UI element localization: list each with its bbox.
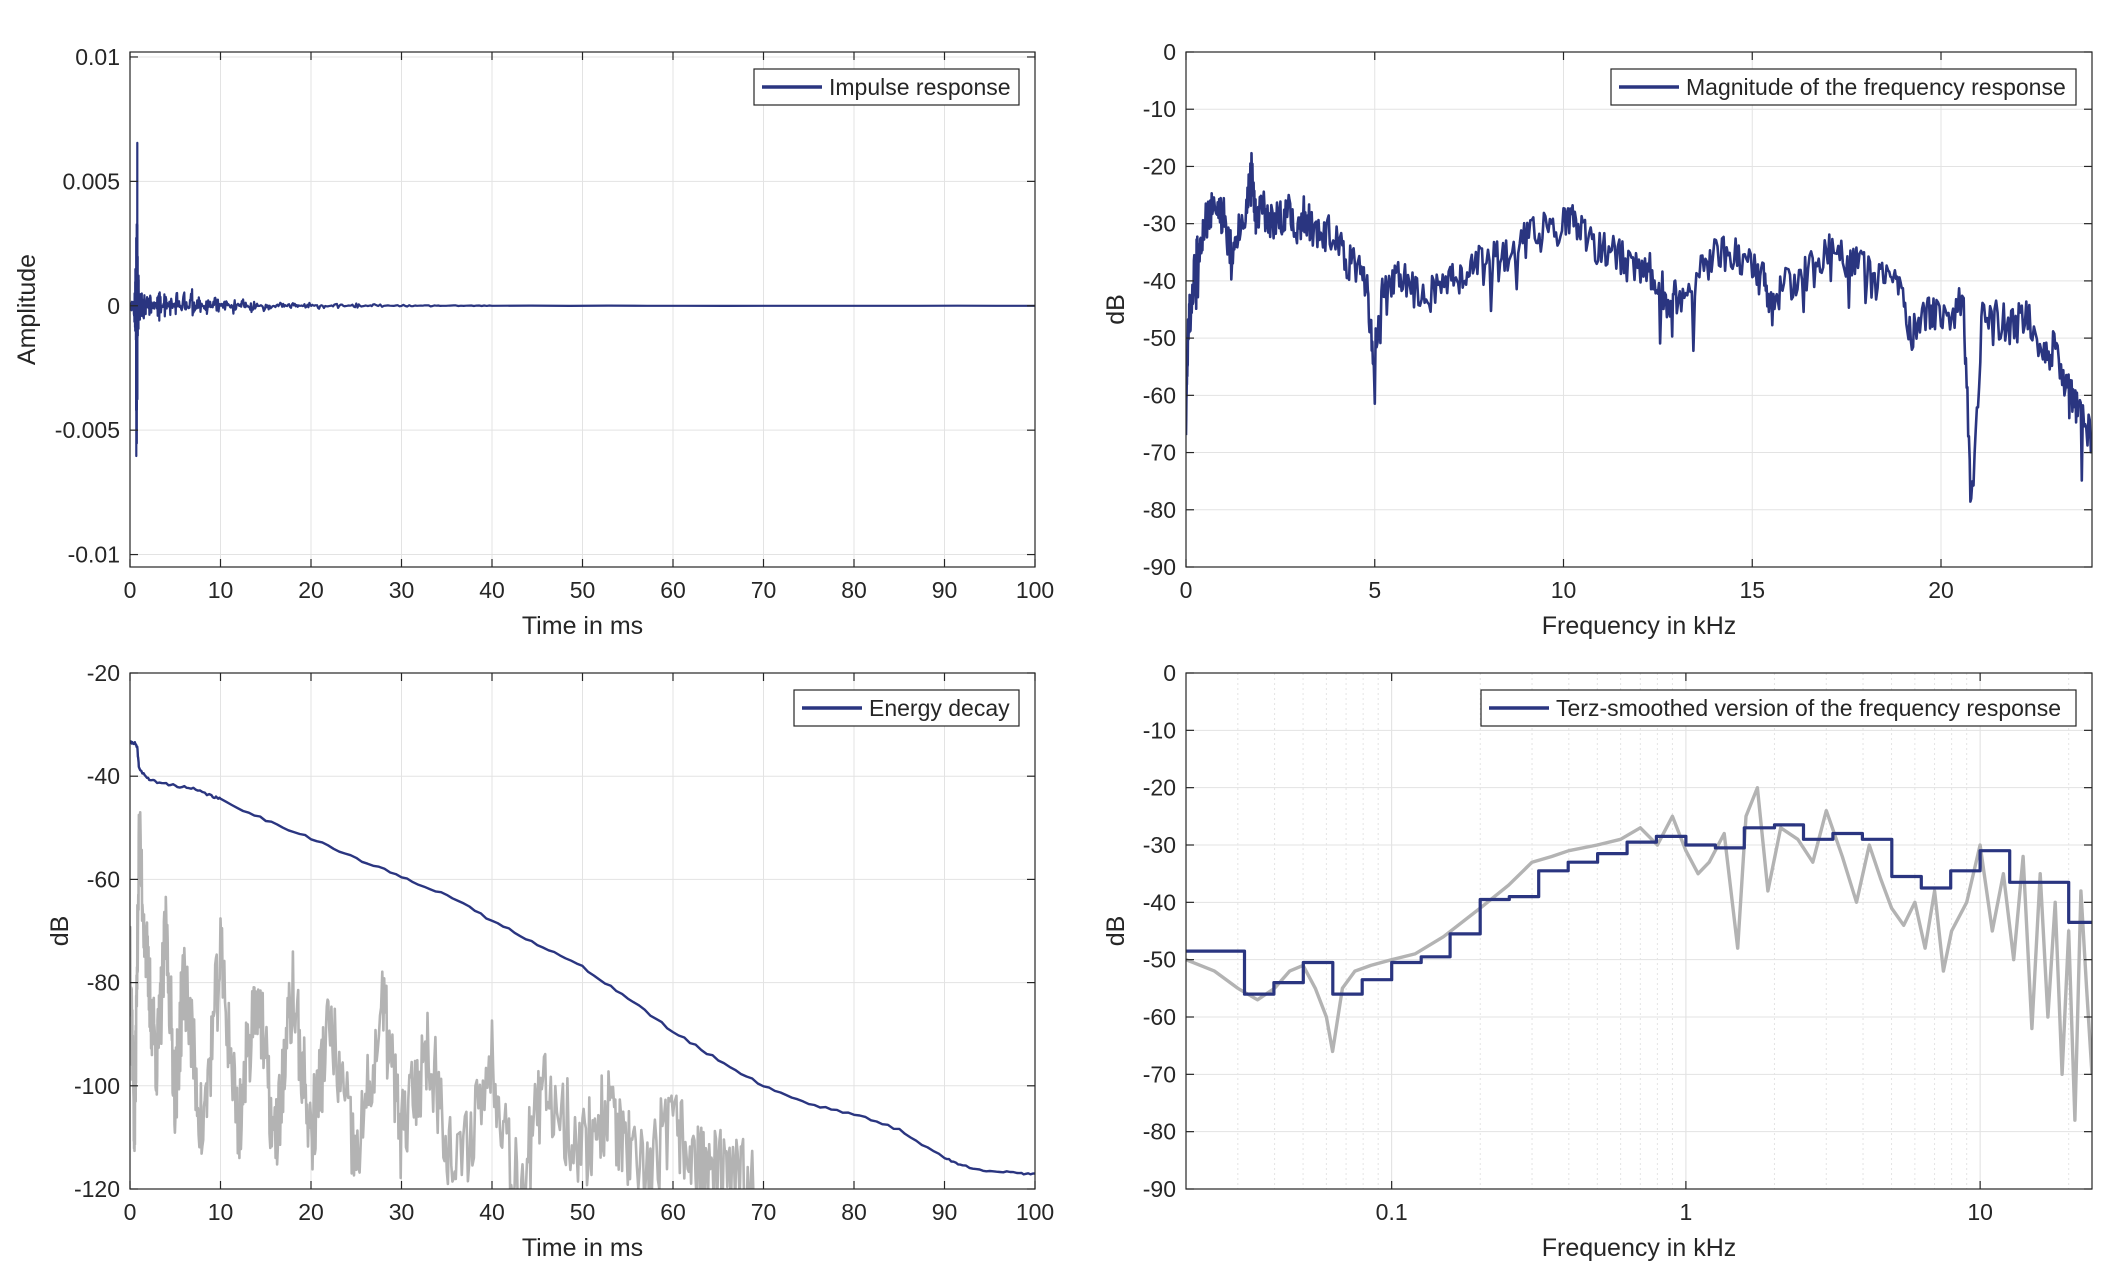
- y-tick-label: -40: [87, 763, 120, 789]
- x-tick-label: 80: [841, 1199, 867, 1225]
- chart-panel-2: 0 5 10 15 20 0 -10 -20 -30 -40 -50 -60 -70 -80 -90 Freq…: [1102, 39, 2093, 640]
- y-tick-label: -100: [74, 1073, 120, 1099]
- legend: Terz-smoothed version of the frequency r…: [1480, 689, 2077, 727]
- x-tick-label: 1: [1679, 1199, 1692, 1225]
- y-tick-label: -120: [74, 1176, 120, 1202]
- y-tick-label: -60: [1143, 1004, 1176, 1030]
- y-axis-label: dB: [46, 916, 74, 947]
- legend: Energy decay: [793, 689, 1020, 727]
- legend-box: [1610, 68, 2077, 106]
- x-tick-label: 0: [124, 1199, 137, 1225]
- x-tick-label: 60: [660, 577, 686, 603]
- x-tick-label: 80: [841, 577, 867, 603]
- y-tick-label: -90: [1143, 1176, 1176, 1202]
- y-tick-label: -40: [1143, 268, 1176, 294]
- y-tick-label: -20: [1143, 775, 1176, 801]
- x-tick-label: 10: [208, 577, 234, 603]
- x-tick-label: 10: [1551, 577, 1577, 603]
- x-tick-label: 0: [1180, 577, 1193, 603]
- x-axis-label: Time in ms: [522, 612, 643, 640]
- y-tick-label: -10: [1143, 717, 1176, 743]
- x-tick-label: 90: [932, 1199, 958, 1225]
- y-tick-label: -50: [1143, 325, 1176, 351]
- y-tick-label: -60: [1143, 382, 1176, 408]
- x-tick-label: 10: [1967, 1199, 1993, 1225]
- y-tick-label: 0: [1163, 39, 1176, 65]
- x-tick-label: 60: [660, 1199, 686, 1225]
- chart-panel-1: 0 10 20 30 40 50 60 70 80 90 100 -0.01 -0.005 0 0.005 0…: [13, 44, 1054, 640]
- y-tick-label: -40: [1143, 889, 1176, 915]
- y-tick-label: -80: [1143, 1119, 1176, 1145]
- x-tick-label: 40: [479, 1199, 505, 1225]
- x-tick-label: 30: [389, 1199, 415, 1225]
- y-tick-label: 0: [1163, 660, 1176, 686]
- x-tick-label: 40: [479, 577, 505, 603]
- x-axis-label: Frequency in kHz: [1542, 1234, 1737, 1262]
- x-tick-label: 20: [298, 1199, 324, 1225]
- x-tick-label: 90: [932, 577, 958, 603]
- y-tick-label: -20: [87, 660, 120, 686]
- x-tick-label: 10: [208, 1199, 234, 1225]
- legend-box: [1480, 689, 2077, 727]
- y-tick-label: -50: [1143, 947, 1176, 973]
- x-tick-label: 0.1: [1376, 1199, 1408, 1225]
- series-line-2: [1186, 786, 2092, 1122]
- x-tick-label: 50: [570, 1199, 596, 1225]
- y-tick-label: -10: [1143, 96, 1176, 122]
- series-line-1: [1186, 151, 2092, 503]
- y-axis-label: Amplitude: [13, 254, 41, 365]
- y-tick-label: -60: [87, 866, 120, 892]
- y-tick-label: -90: [1143, 554, 1176, 580]
- series-line-1: [1186, 823, 2092, 996]
- x-tick-label: 15: [1739, 577, 1765, 603]
- y-tick-label: 0: [107, 293, 120, 319]
- legend-label: Energy decay: [869, 695, 1010, 721]
- chart-panel-4: 0.1 1 10 0 -10 -20 -30 -40 -50 -60 -70 -80 -90 Freque…: [1102, 660, 2093, 1262]
- x-axis-label: Time in ms: [522, 1234, 643, 1262]
- x-axis-label: Frequency in kHz: [1542, 612, 1737, 640]
- x-tick-label: 0: [124, 577, 137, 603]
- x-tick-label: 100: [1016, 577, 1054, 603]
- y-tick-label: -0.01: [68, 542, 120, 568]
- y-axis-label: dB: [1102, 916, 1130, 947]
- chart-panel-3: 0 10 20 30 40 50 60 70 80 90 100 -20 -40 -60 -80 -100 -1…: [46, 660, 1054, 1262]
- x-tick-label: 70: [751, 577, 777, 603]
- x-tick-label: 70: [751, 1199, 777, 1225]
- y-tick-label: -30: [1143, 832, 1176, 858]
- x-tick-label: 100: [1016, 1199, 1054, 1225]
- y-tick-label: 0.01: [75, 44, 120, 70]
- y-tick-label: -0.005: [55, 417, 120, 443]
- x-tick-label: 5: [1368, 577, 1381, 603]
- x-tick-label: 50: [570, 577, 596, 603]
- legend: Magnitude of the frequency response: [1610, 68, 2077, 106]
- legend-label: Magnitude of the frequency response: [1686, 74, 2066, 100]
- y-tick-label: -20: [1143, 153, 1176, 179]
- y-tick-label: -80: [87, 970, 120, 996]
- y-tick-label: -70: [1143, 1061, 1176, 1087]
- legend-label: Terz-smoothed version of the frequency r…: [1556, 695, 2061, 721]
- axes-box: [1185, 51, 2093, 568]
- series-line-1: [130, 740, 1035, 1176]
- plot-area: [1186, 673, 2092, 1189]
- y-tick-label: 0.005: [62, 168, 120, 194]
- x-tick-label: 20: [298, 577, 324, 603]
- legend: Impulse response: [753, 68, 1020, 106]
- x-tick-label: 30: [389, 577, 415, 603]
- legend-label: Impulse response: [829, 74, 1011, 100]
- y-axis-label: dB: [1102, 294, 1130, 325]
- series-line-2: [130, 811, 755, 1189]
- y-tick-label: -70: [1143, 440, 1176, 466]
- x-tick-label: 20: [1928, 577, 1954, 603]
- axes-box: [1185, 672, 2093, 1190]
- series-line-1: [130, 141, 1035, 458]
- y-tick-label: -80: [1143, 497, 1176, 523]
- y-tick-label: -30: [1143, 211, 1176, 237]
